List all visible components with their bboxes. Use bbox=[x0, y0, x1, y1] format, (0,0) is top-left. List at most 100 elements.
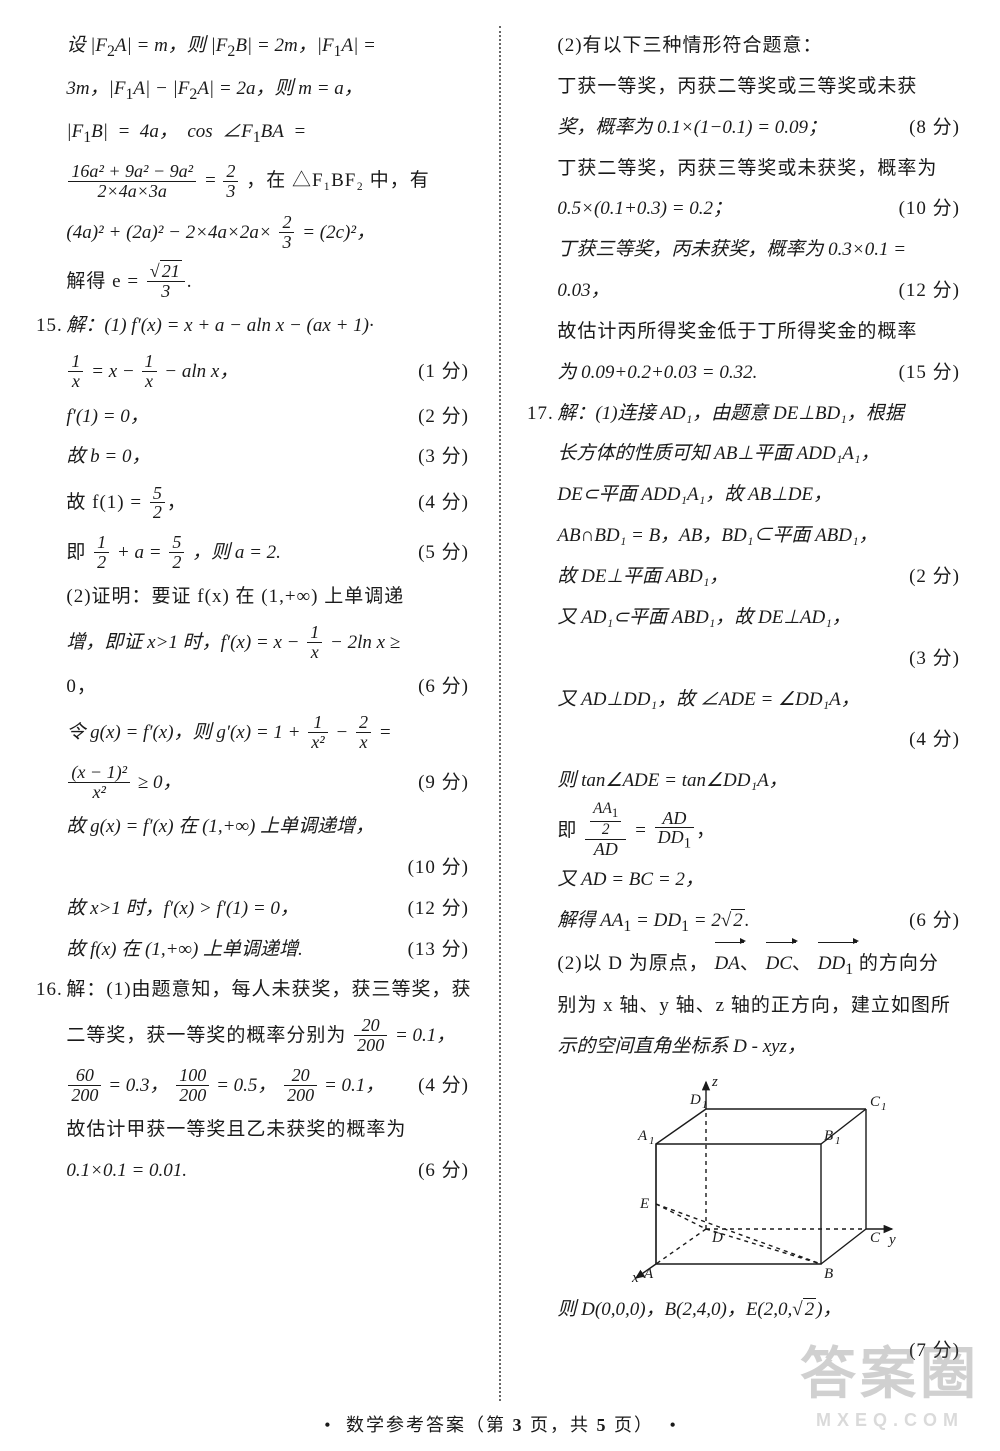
footer-text: 页，共 bbox=[530, 1415, 590, 1435]
question-number: 16. bbox=[36, 970, 66, 1011]
text-line: 则 D(0,0,0)，B(2,4,0)，E(2,0,2)， bbox=[527, 1290, 964, 1331]
svg-text:1: 1 bbox=[835, 1135, 842, 1147]
text-line: (4a)² + (2a)² − 2×4a×2a× 23 = (2c)²， bbox=[36, 208, 473, 257]
text-line: 示的空间直角坐标系 D - xyz， bbox=[527, 1027, 964, 1068]
text-line: 为 0.09+0.2+0.03 = 0.32.(15 分) bbox=[527, 353, 964, 394]
score: (7 分) bbox=[909, 1331, 964, 1372]
score: (3 分) bbox=[418, 437, 473, 478]
score: (1 分) bbox=[418, 347, 473, 396]
fraction: 213 bbox=[147, 262, 185, 301]
question-number: 15. bbox=[36, 306, 66, 347]
score: (8 分) bbox=[909, 108, 964, 149]
text-line: 故 f(1) = 52， (4 分) bbox=[36, 478, 473, 527]
cuboid-diagram: z y x A B C D A1 B1 C1 D1 E bbox=[527, 1068, 964, 1290]
score: (10 分) bbox=[899, 189, 964, 230]
text-line: 1x = x − 1x − aln x， (1 分) bbox=[36, 347, 473, 396]
text: ，在 △F₁BF₂ 中，有 bbox=[246, 170, 430, 191]
text-line: 故 b = 0，(3 分) bbox=[36, 437, 473, 478]
svg-text:B: B bbox=[824, 1128, 834, 1144]
footer-page-total: 5 bbox=[597, 1415, 608, 1435]
text-line: 0.1×0.1 = 0.01.(6 分) bbox=[36, 1151, 473, 1192]
text-line: 故 DE⊥平面 ABD₁，(2 分) bbox=[527, 557, 964, 598]
fraction: 2x bbox=[356, 713, 371, 752]
text-line: 又 AD⊥DD₁，故 ∠ADE = ∠DD₁A， bbox=[527, 680, 964, 721]
text-line: 故估计甲获一等奖且乙未获奖的概率为 bbox=[36, 1110, 473, 1151]
svg-text:z: z bbox=[711, 1074, 719, 1090]
text-line: 丁获三等奖，丙未获奖，概率为 0.3×0.1 = bbox=[527, 230, 964, 271]
svg-text:D: D bbox=[689, 1092, 702, 1108]
score: (6 分) bbox=[909, 901, 964, 942]
text-line: 奖，概率为 0.1×(1−0.1) = 0.09；(8 分) bbox=[527, 108, 964, 149]
svg-text:A: A bbox=[637, 1128, 648, 1144]
fraction: 1x bbox=[68, 352, 83, 391]
fraction: 20200 bbox=[284, 1066, 317, 1105]
svg-text:y: y bbox=[887, 1232, 896, 1248]
text-line: 又 AD₁⊂平面 ABD₁，故 DE⊥AD₁， bbox=[527, 598, 964, 639]
text-line: |F1B| = 4a， cos ∠F1BA = bbox=[36, 112, 473, 155]
text-line: 增，即证 x>1 时，f′(x) = x − 1x − 2ln x ≥ bbox=[36, 618, 473, 667]
score: (4 分) bbox=[418, 1061, 473, 1110]
math-text: 设 |F2A| = m，则 |F2B| = 2m，|F1A| = bbox=[66, 35, 375, 56]
text-line: 即 12 + a = 52 ，则 a = 2. (5 分) bbox=[36, 528, 473, 577]
score: (15 分) bbox=[899, 353, 964, 394]
vector: DC bbox=[766, 944, 792, 985]
svg-text:C: C bbox=[870, 1094, 881, 1110]
text-line: (2)有以下三种情形符合题意： bbox=[527, 26, 964, 67]
score: (10 分) bbox=[408, 848, 473, 889]
score: (4 分) bbox=[418, 478, 473, 527]
text-line: 设 |F2A| = m，则 |F2B| = 2m，|F1A| = bbox=[36, 26, 473, 69]
score: (12 分) bbox=[408, 889, 473, 930]
cuboid-svg: z y x A B C D A1 B1 C1 D1 E bbox=[596, 1074, 896, 1284]
right-column: (2)有以下三种情形符合题意： 丁获一等奖，丙获二等奖或三等奖或未获 奖，概率为… bbox=[501, 26, 964, 1401]
svg-text:A: A bbox=[643, 1266, 654, 1282]
page-footer: • 数学参考答案（第 3 页，共 5 页） • bbox=[0, 1411, 1000, 1437]
fraction: 1x² bbox=[308, 713, 327, 752]
text-line: 又 AD = BC = 2， bbox=[527, 860, 964, 901]
svg-text:B: B bbox=[824, 1266, 834, 1282]
text-line: 故 g(x) = f′(x) 在 (1,+∞) 上单调递增， bbox=[36, 807, 473, 848]
text-line: 二等奖，获一等奖的概率分别为 20200 = 0.1， bbox=[36, 1011, 473, 1060]
text-line: 0.03，(12 分) bbox=[527, 271, 964, 312]
text-line: 故 x>1 时，f′(x) > f′(1) = 0，(12 分) bbox=[36, 889, 473, 930]
text-line: f′(1) = 0，(2 分) bbox=[36, 397, 473, 438]
text-line: (2)证明：要证 f(x) 在 (1,+∞) 上单调递 bbox=[36, 577, 473, 618]
left-column: 设 |F2A| = m，则 |F2B| = 2m，|F1A| = 3m，|F1A… bbox=[36, 26, 499, 1401]
text-line: 故估计丙所得奖金低于丁所得奖金的概率 bbox=[527, 312, 964, 353]
fraction: 52 bbox=[169, 533, 184, 572]
text-line: (2)以 D 为原点， DA、 DC、 DD1 的方向分 bbox=[527, 944, 964, 987]
score: (9 分) bbox=[418, 758, 473, 807]
footer-text: 页） bbox=[614, 1415, 654, 1435]
text-line: DE⊂平面 ADD₁A₁，故 AB⊥DE， bbox=[527, 475, 964, 516]
svg-text:D: D bbox=[711, 1230, 724, 1246]
fraction: 1x bbox=[142, 352, 157, 391]
fraction: ADDD1 bbox=[655, 809, 695, 853]
q17-header: 17.解：(1)连接 AD₁，由题意 DE⊥BD₁，根据 bbox=[527, 394, 964, 435]
fraction: 60200 bbox=[68, 1066, 101, 1105]
fraction: 23 bbox=[279, 213, 294, 252]
score: (2 分) bbox=[418, 397, 473, 438]
vector: DA bbox=[715, 944, 740, 985]
q15-header: 15.解：(1) f′(x) = x + a − aln x − (ax + 1… bbox=[36, 306, 473, 347]
svg-text:C: C bbox=[870, 1230, 881, 1246]
vector: DD1 bbox=[818, 944, 853, 987]
text-line: 16a² + 9a² − 9a²2×4a×3a = 23 ，在 △F₁BF₂ 中… bbox=[36, 154, 473, 207]
page-body: 设 |F2A| = m，则 |F2B| = 2m，|F1A| = 3m，|F1A… bbox=[0, 0, 1000, 1451]
fraction: 16a² + 9a² − 9a²2×4a×3a bbox=[68, 162, 196, 201]
text-line: 丁获二等奖，丙获三等奖或未获奖，概率为 bbox=[527, 149, 964, 190]
score: (6 分) bbox=[418, 667, 473, 708]
score: (12 分) bbox=[899, 271, 964, 312]
text-line: 丁获一等奖，丙获二等奖或三等奖或未获 bbox=[527, 67, 964, 108]
fraction: 23 bbox=[223, 162, 238, 201]
text-line: 60200 = 0.3， 100200 = 0.5， 20200 = 0.1， … bbox=[36, 1061, 473, 1110]
fraction: 20200 bbox=[354, 1016, 387, 1055]
text-line: 3m，|F1A| − |F2A| = 2a，则 m = a， bbox=[36, 69, 473, 112]
score: (5 分) bbox=[418, 528, 473, 577]
fraction: 12 bbox=[94, 533, 109, 572]
svg-text:1: 1 bbox=[649, 1135, 656, 1147]
fraction: 100200 bbox=[176, 1066, 209, 1105]
score: (4 分) bbox=[909, 720, 964, 761]
text-line: 故 f(x) 在 (1,+∞) 上单调递增.(13 分) bbox=[36, 930, 473, 971]
text-line: 即 AA12AD = ADDD1， bbox=[527, 802, 964, 860]
svg-text:1: 1 bbox=[881, 1101, 888, 1113]
text-line: 别为 x 轴、y 轴、z 轴的正方向，建立如图所 bbox=[527, 986, 964, 1027]
